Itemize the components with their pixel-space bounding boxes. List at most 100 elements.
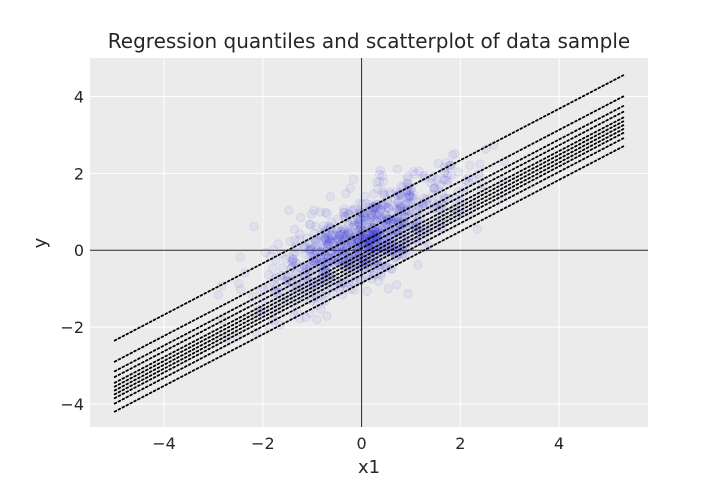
scatter-point — [305, 219, 315, 230]
scatter-point — [311, 245, 322, 255]
scatter-point — [353, 214, 363, 224]
scatter-point — [336, 226, 347, 237]
scatter-point — [439, 175, 450, 185]
scatter-point — [300, 270, 310, 280]
scatter-point — [374, 169, 384, 179]
scatter-point — [403, 288, 413, 299]
scatter-point — [414, 166, 424, 176]
scatter-point — [320, 207, 331, 218]
scatter-point — [347, 217, 358, 227]
scatter-point — [285, 236, 295, 247]
scatter-point — [357, 199, 367, 209]
scatter-point — [281, 254, 291, 264]
scatter-point — [373, 208, 384, 218]
scatter-point — [459, 186, 469, 197]
scatter-point — [351, 221, 362, 231]
scatter-point — [360, 211, 371, 222]
scatter-point — [400, 199, 410, 209]
scatter-point — [331, 225, 342, 235]
scatter-point — [377, 186, 388, 196]
scatter-point — [309, 246, 320, 257]
scatter-point — [307, 258, 318, 269]
scatter-point — [413, 260, 423, 270]
scatter-point — [360, 191, 370, 201]
x-axis-label: x1 — [358, 457, 380, 478]
x-tick-labels: −4 −2 0 2 4 — [152, 434, 564, 453]
scatter-point — [268, 245, 278, 255]
scatter-point — [324, 235, 335, 245]
scatter-point — [327, 231, 337, 241]
scatter-point — [403, 193, 414, 203]
scatter-point — [306, 209, 317, 219]
scatter-point — [235, 252, 245, 263]
scatter-point — [288, 257, 298, 267]
scatter-point — [357, 219, 367, 230]
scatter-point — [349, 220, 359, 231]
scatter-point — [267, 263, 278, 274]
scatter-point — [321, 235, 332, 246]
scatter-point — [360, 213, 371, 224]
scatter-point — [438, 175, 448, 185]
scatter-point — [361, 198, 371, 209]
scatter-point — [330, 230, 340, 241]
scatter-point — [384, 203, 394, 214]
scatter-point — [364, 209, 374, 220]
scatter-point — [355, 212, 366, 223]
scatter-point — [298, 243, 309, 253]
scatter-point — [322, 239, 332, 249]
scatter-point — [370, 209, 381, 219]
scatter-point — [403, 174, 413, 184]
scatter-point — [305, 219, 316, 230]
scatter-point — [430, 183, 440, 193]
y-tick-label: −4 — [60, 395, 84, 414]
scatter-point — [325, 236, 336, 246]
scatter-point — [447, 150, 458, 160]
scatter-point — [333, 234, 344, 245]
scatter-point — [354, 218, 364, 228]
scatter-point — [402, 171, 413, 182]
scatter-point — [319, 221, 329, 231]
scatter-point — [339, 204, 349, 214]
scatter-point — [371, 211, 382, 221]
scatter-point — [475, 171, 485, 182]
scatter-point — [383, 283, 394, 294]
scatter-point — [402, 198, 412, 209]
scatter-point — [472, 224, 483, 235]
scatter-point — [385, 187, 395, 197]
chart-title: Regression quantiles and scatterplot of … — [108, 29, 630, 53]
scatter-point — [339, 207, 349, 217]
scatter-point — [288, 254, 298, 264]
scatter-point — [320, 233, 331, 243]
scatter-point — [339, 208, 349, 218]
scatter-point — [326, 217, 337, 228]
scatter-point — [299, 242, 309, 252]
scatter-point — [409, 190, 419, 200]
scatter-point — [383, 203, 394, 213]
scatter-point — [306, 244, 316, 255]
scatter-point — [300, 250, 311, 260]
scatter-point — [378, 188, 389, 199]
scatter-point — [322, 208, 332, 219]
scatter-point — [362, 286, 372, 296]
scatter-point — [295, 229, 305, 239]
scatter-point — [406, 192, 417, 202]
y-axis-label: y — [30, 237, 51, 248]
scatter-point — [346, 238, 357, 248]
scatter-point — [333, 234, 343, 244]
scatter-point — [305, 246, 315, 257]
scatter-point — [410, 169, 420, 180]
scatter-point — [307, 244, 318, 254]
scatter-point — [322, 237, 332, 248]
scatter-point — [381, 210, 392, 221]
scatter-point — [300, 242, 310, 252]
scatter-point — [365, 212, 376, 223]
scatter-point — [395, 201, 405, 211]
scatter-point — [365, 217, 375, 228]
scatter-point — [313, 237, 324, 247]
scatter-point — [285, 252, 295, 263]
scatter-point — [334, 230, 345, 240]
scatter-point — [295, 212, 306, 223]
scatter-point — [342, 230, 352, 240]
scatter-point — [372, 213, 382, 223]
